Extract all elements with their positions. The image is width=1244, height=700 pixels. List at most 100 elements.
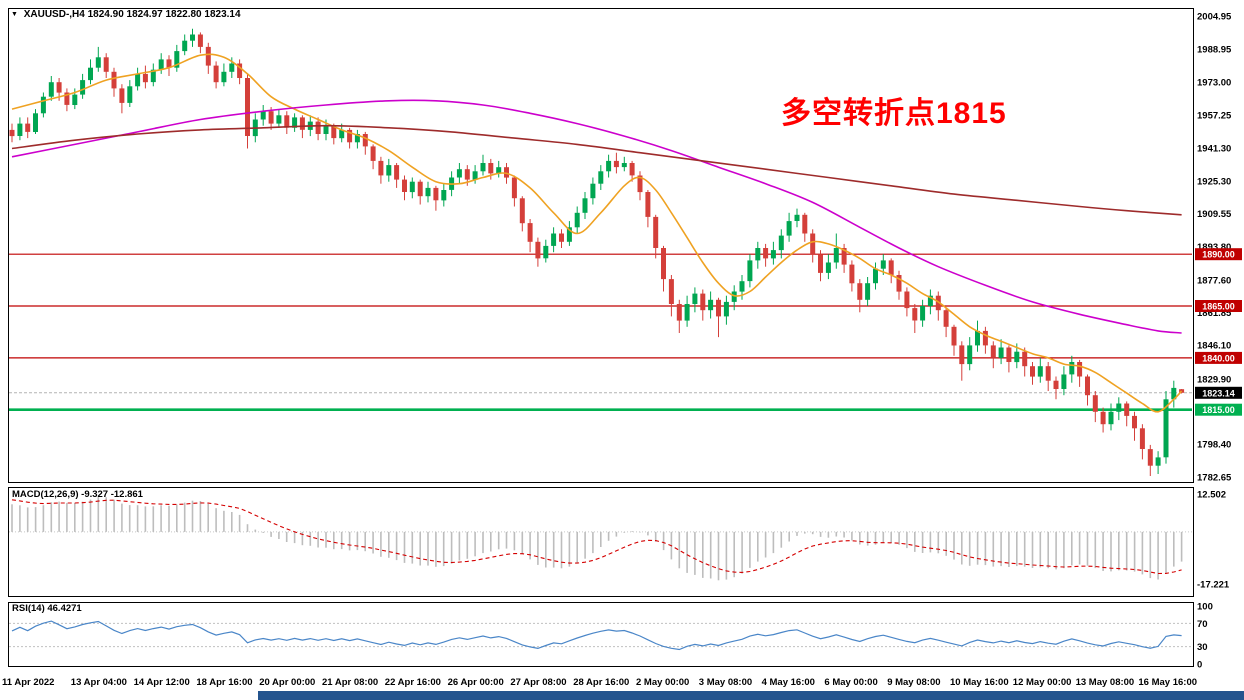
candle-body <box>684 304 690 321</box>
candle-body <box>802 214 808 234</box>
time-tick-label: 6 May 00:00 <box>824 677 877 688</box>
macd-bar <box>709 531 712 579</box>
macd-bar <box>788 531 790 542</box>
macd-bar <box>1165 531 1167 574</box>
current-price-badge <box>1195 386 1242 399</box>
candle-body <box>535 241 541 259</box>
macd-bar <box>270 531 272 537</box>
macd-bar <box>1047 531 1049 569</box>
candle-body <box>739 281 745 292</box>
candle-body <box>747 260 753 282</box>
macd-bar <box>34 507 37 532</box>
macd-bar <box>843 531 845 538</box>
candle-body <box>56 82 62 93</box>
time-tick-label: 13 May 08:00 <box>1076 677 1135 688</box>
macd-bar <box>890 531 892 543</box>
macd-bar <box>388 531 390 558</box>
candle-body <box>1092 395 1098 412</box>
main-panel-border <box>8 8 1194 483</box>
macd-bar <box>81 501 84 532</box>
macd-bar <box>66 502 68 532</box>
time-tick-label: 9 May 08:00 <box>887 677 940 688</box>
macd-bar <box>780 531 783 548</box>
macd-bar <box>1000 531 1002 567</box>
candle-body <box>127 86 133 103</box>
candle-body <box>723 301 729 317</box>
candle-body <box>998 347 1004 358</box>
macd-bar <box>1102 531 1104 571</box>
macd-bar <box>607 531 610 541</box>
candle-body <box>794 214 800 221</box>
macd-bar <box>882 531 885 543</box>
candle-body <box>1053 380 1059 389</box>
macd-bar <box>74 503 76 532</box>
macd-bar <box>1008 531 1010 567</box>
one-click-trading-icon[interactable]: ▼ <box>11 11 18 18</box>
candle-body <box>1077 362 1083 377</box>
macd-bar <box>961 531 963 565</box>
macd-bar <box>278 531 280 539</box>
candle-body <box>880 260 886 269</box>
price-tick-label: 1877.60 <box>1197 275 1231 286</box>
macd-bar <box>223 510 225 532</box>
rsi-axis-label: 0 <box>1197 660 1202 671</box>
macd-bar <box>121 503 123 532</box>
rsi-label: RSI(14) 46.4271 <box>12 603 82 614</box>
macd-bar <box>1157 531 1159 580</box>
candle-body <box>912 308 918 321</box>
macd-bar <box>199 501 202 532</box>
macd-bar <box>325 531 327 548</box>
macd-bar <box>678 531 681 569</box>
macd-bar <box>772 531 775 554</box>
annotation-text: 多空转折点1815 <box>781 97 1007 130</box>
macd-bar <box>811 531 814 535</box>
candle-body <box>441 190 447 201</box>
time-tick-label: 11 Apr 2022 <box>2 677 54 688</box>
candle-body <box>48 82 54 97</box>
candle-body <box>72 94 78 105</box>
macd-bar <box>105 497 107 532</box>
candle-body <box>386 165 392 176</box>
candle-body <box>9 129 15 137</box>
candle-body <box>142 73 148 83</box>
macd-bar <box>764 531 767 558</box>
candle-body <box>174 51 180 68</box>
time-tick-label: 2 May 00:00 <box>636 677 689 688</box>
time-scale[interactable]: 11 Apr 2022 13 Apr 04:00 14 Apr 12:00 18 Ap… <box>2 677 1197 688</box>
candle-body <box>967 345 973 365</box>
price-tick-label: 1957.25 <box>1197 110 1232 121</box>
candle-body <box>504 167 509 178</box>
candle-body <box>519 198 525 224</box>
candle-body <box>299 117 305 130</box>
candle-body <box>409 181 415 193</box>
candle-body <box>637 175 643 193</box>
candle-body <box>590 183 596 199</box>
macd-panel[interactable]: 12.502 -17.221 <box>8 487 1230 597</box>
rsi-panel[interactable]: 100 70 30 0 <box>8 602 1213 671</box>
candle-body <box>237 63 243 78</box>
macd-bar <box>827 531 830 538</box>
macd-bar <box>160 505 162 532</box>
candle-body <box>511 177 517 199</box>
macd-bar <box>474 531 476 557</box>
candle-body <box>111 71 117 89</box>
macd-bar <box>921 531 924 553</box>
macd-bar <box>262 531 264 533</box>
candle-body <box>566 227 572 242</box>
macd-bar <box>442 531 445 567</box>
price-scale[interactable]: 2004.95 1988.95 1973.00 1957.25 1941.30 1925.… <box>1195 11 1242 483</box>
macd-bar <box>914 531 916 552</box>
symbol-ohlc-label: XAUUSD-,H4 1824.90 1824.97 1822.80 1823.… <box>23 9 241 20</box>
main-chart-panel[interactable] <box>8 8 1194 483</box>
macd-bar <box>545 531 547 568</box>
macd-bar <box>968 531 971 566</box>
macd-bar <box>796 531 798 536</box>
candle-body <box>221 71 227 83</box>
macd-bar <box>757 531 759 562</box>
candle-body <box>833 248 839 263</box>
resistance-1865.00-badge <box>1195 300 1242 312</box>
resistance-1890.00-badge <box>1195 248 1242 261</box>
macd-bar <box>647 531 649 536</box>
candle-body <box>182 40 188 52</box>
